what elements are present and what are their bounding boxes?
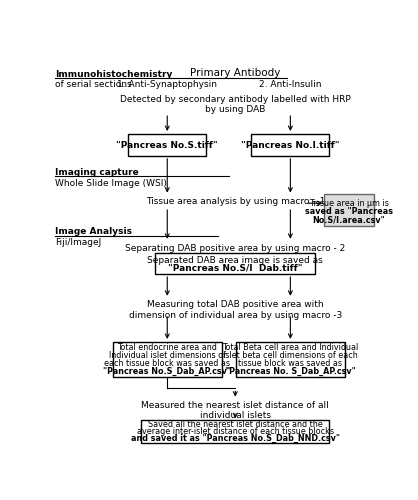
Text: Separating DAB positive area by using macro - 2: Separating DAB positive area by using ma… [125,244,345,252]
FancyBboxPatch shape [141,420,329,442]
Text: average inter-islet distance of each tissue blocks: average inter-islet distance of each tis… [137,427,334,436]
FancyBboxPatch shape [155,253,316,274]
Text: Total endocrine area and: Total endocrine area and [117,344,217,352]
Text: Fiji/ImageJ: Fiji/ImageJ [56,238,102,248]
Text: "Pancreas No.I.tiff": "Pancreas No.I.tiff" [241,140,339,149]
Text: "Pancreas No.S/I  Dab.tiff": "Pancreas No.S/I Dab.tiff" [168,264,303,272]
FancyBboxPatch shape [113,342,222,377]
Text: 2. Anti-Insulin: 2. Anti-Insulin [259,80,321,89]
Text: Image Analysis: Image Analysis [56,228,133,236]
Text: Measuring total DAB positive area with
dimension of individual area by using mac: Measuring total DAB positive area with d… [129,300,342,320]
Text: Total Beta cell area and Individual: Total Beta cell area and Individual [222,344,359,352]
FancyBboxPatch shape [128,134,206,156]
Text: saved as "Pancreas: saved as "Pancreas [305,207,393,216]
Text: Immunohistochemistry: Immunohistochemistry [56,70,173,78]
Text: Imaging capture: Imaging capture [56,168,139,177]
Text: each tissue block was saved as: each tissue block was saved as [104,359,230,368]
Text: Tissue area analysis by using macro – 1: Tissue area analysis by using macro – 1 [145,196,325,205]
Text: 1. Anti-Synaptophysin: 1. Anti-Synaptophysin [117,80,217,89]
Text: Whole Slide Image (WSI): Whole Slide Image (WSI) [56,178,167,188]
FancyBboxPatch shape [324,194,374,226]
Text: "Pancreas No.S_Dab_AP.csv": "Pancreas No.S_Dab_AP.csv" [103,366,231,376]
Text: of serial sections: of serial sections [56,80,132,90]
FancyBboxPatch shape [252,134,329,156]
FancyBboxPatch shape [236,342,344,377]
Text: No.S/I.area.csv": No.S/I.area.csv" [313,216,385,224]
Text: tissue block was saved as: tissue block was saved as [238,359,342,368]
Text: Measured the nearest islet distance of all
individual islets: Measured the nearest islet distance of a… [141,400,329,420]
Text: Individual islet dimensions of: Individual islet dimensions of [109,351,226,360]
Text: Tissue area in μm is: Tissue area in μm is [309,198,389,207]
Text: Primary Antibody: Primary Antibody [190,68,280,78]
Text: Detected by secondary antibody labelled with HRP
by using DAB: Detected by secondary antibody labelled … [120,94,351,114]
Text: and saved it as "Pancreas No.S_Dab_NND.csv": and saved it as "Pancreas No.S_Dab_NND.c… [131,434,340,442]
Text: Saved all the nearest islet distance and the: Saved all the nearest islet distance and… [148,420,323,430]
Text: "Pancreas No. S_Dab_AP.csv": "Pancreas No. S_Dab_AP.csv" [225,366,356,376]
Text: Separated DAB area image is saved as: Separated DAB area image is saved as [148,256,323,264]
Text: "Pancreas No.S.tiff": "Pancreas No.S.tiff" [117,140,218,149]
Text: islet beta cell dimensions of each: islet beta cell dimensions of each [223,351,358,360]
